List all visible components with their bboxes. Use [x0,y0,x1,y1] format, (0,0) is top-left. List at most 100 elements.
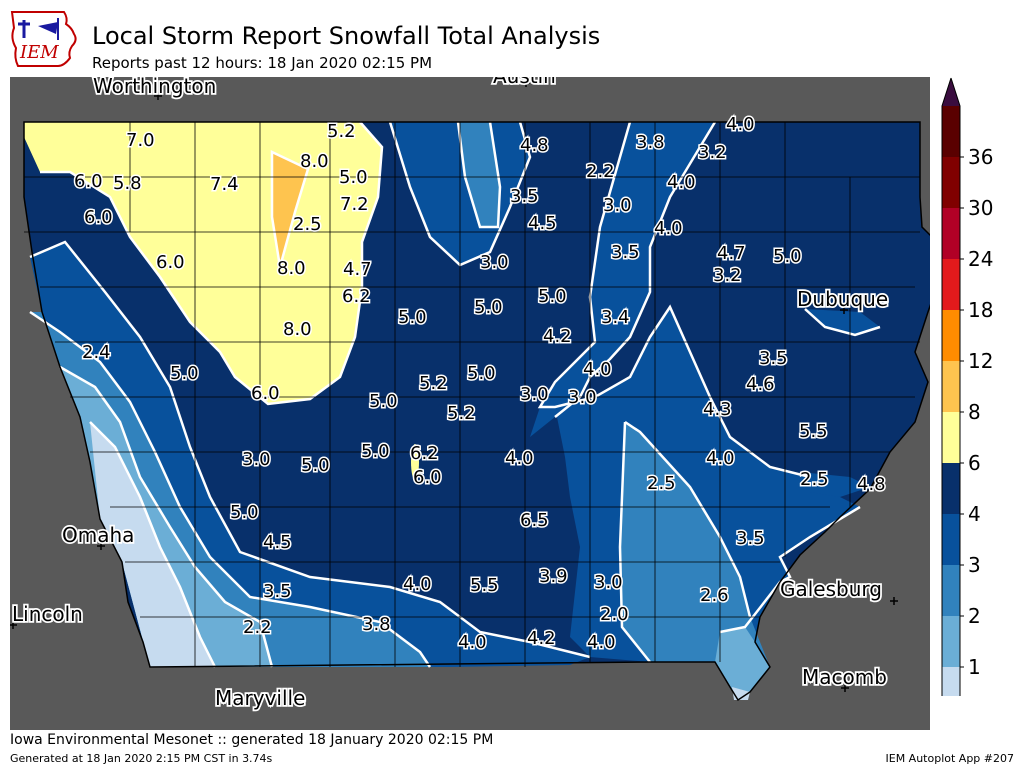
colorbar-tick-label: 18 [968,298,993,322]
colorbar-tick-label: 8 [968,400,981,424]
snow-report: 3.0 [242,449,271,470]
city-label-maryville: Maryville [215,686,305,710]
snow-report: 3.0 [480,252,509,273]
snow-report: 3.5 [611,242,640,263]
colorbar-swatch [942,463,960,514]
snow-report: 2.5 [800,469,829,490]
snow-report: 5.0 [170,363,199,384]
snow-report: 3.5 [759,348,788,369]
page-title: Local Storm Report Snowfall Total Analys… [92,22,601,50]
colorbar-tick-label: 3 [968,553,981,577]
colorbar-boxes [941,77,961,696]
city-label-macomb: Macomb [802,665,887,689]
snow-report: 6.0 [251,383,280,404]
iowa-state-outline [23,121,930,702]
snow-report: 2.2 [243,617,272,638]
snow-report: 4.6 [746,374,775,395]
snow-report: 2.0 [600,604,629,625]
svg-text:IEM: IEM [19,42,59,63]
snow-report: 3.2 [713,265,742,286]
colorbar-tick-label: 24 [968,247,993,271]
snow-report: 5.2 [419,373,448,394]
colorbar-swatch [942,208,960,259]
colorbar-extend-max [942,78,960,106]
snow-report: 4.0 [458,632,487,653]
snow-report: 4.5 [263,532,292,553]
snow-report: 3.0 [603,195,632,216]
snow-report: 5.0 [230,502,259,523]
snow-report: 4.3 [703,399,732,420]
colorbar-swatch [942,565,960,616]
city-label-lincoln: Lincoln [12,602,83,626]
snow-report: 4.0 [505,448,534,469]
contour-2-3-north [458,122,500,227]
city-label-galesburg: Galesburg [780,577,882,601]
county-lines [24,122,920,667]
footer-generated: Generated at 18 Jan 2020 2:15 PM CST in … [10,752,273,765]
footer-app: IEM Autoplot App #207 [885,752,1015,765]
colorbar-swatch [942,106,960,157]
contour-3-4-ne [530,122,715,437]
snow-report: 6.0 [84,207,113,228]
colorbar-swatch [942,412,960,463]
colorbar-swatch [942,310,960,361]
snow-report: 3.8 [636,132,665,153]
city-label-worthington: Worthington [93,77,216,98]
snow-report: 3.4 [601,307,630,328]
colorbar-tick-label: 36 [968,145,993,169]
snow-report: 2.6 [700,585,729,606]
snow-report: 4.0 [583,359,612,380]
snow-report: 5.0 [369,391,398,412]
snowfall-map[interactable]: Worthington Austin Dubuque Omaha Lincoln… [10,77,930,730]
snow-report: 3.5 [510,186,539,207]
snow-report: 5.0 [301,455,330,476]
snow-report: 2.2 [586,161,615,182]
colorbar-swatch [942,361,960,412]
colorbar-swatch [942,259,960,310]
snow-report: 5.0 [538,286,567,307]
snow-report: 6.0 [74,171,103,192]
snow-report: 4.7 [717,243,746,264]
snow-report: 4.7 [343,259,372,280]
snow-report: 6.0 [156,252,185,273]
snow-report: 5.0 [474,297,503,318]
colorbar-swatch [942,514,960,565]
city-markers [10,79,898,711]
contour-3-4-se [800,472,870,497]
contour-001-1-west [90,422,215,667]
colorbar-swatch [942,157,960,208]
snow-report: 4.0 [654,218,683,239]
snow-report: 8.0 [300,151,329,172]
snow-report: 7.0 [126,130,155,151]
snow-report: 4.0 [726,114,755,135]
snowfall-colorbar: 0.011234681218243036 [936,76,1022,696]
iem-logo: IEM [8,8,84,70]
snow-report: 7.2 [340,194,369,215]
colorbar-swatch [942,616,960,667]
city-label-austin: Austin [493,77,556,88]
city-label-omaha: Omaha [62,523,134,547]
snow-report: 2.4 [82,342,111,363]
snow-report: 6.5 [520,510,549,531]
contour-3-4-dubuque [805,309,880,335]
contour-8-12 [272,152,308,267]
footer-source: Iowa Environmental Mesonet :: generated … [10,732,494,748]
colorbar-tick-label: 12 [968,349,993,373]
snow-report: 2.5 [293,214,322,235]
colorbar-tick-label: 4 [968,502,981,526]
city-label-dubuque: Dubuque [797,287,888,311]
snow-report: 8.0 [283,319,312,340]
snow-report: 4.0 [587,632,616,653]
snow-report: 4.0 [706,448,735,469]
snow-report: 5.0 [361,441,390,462]
snow-report: 7.4 [210,174,239,195]
snow-report: 8.0 [277,258,306,279]
snow-report: 5.5 [470,575,499,596]
snowfall-report-labels: 7.0 5.2 4.8 3.8 4.0 8.0 3.2 6.0 5.8 7.4 … [73,113,888,655]
colorbar-outline [941,77,961,696]
contour-6-8-center [411,444,419,480]
snow-report: 6.2 [410,443,439,464]
colorbar-tick-label: 30 [968,196,993,220]
snow-report: 3.0 [594,572,623,593]
snow-report: 5.8 [113,173,142,194]
